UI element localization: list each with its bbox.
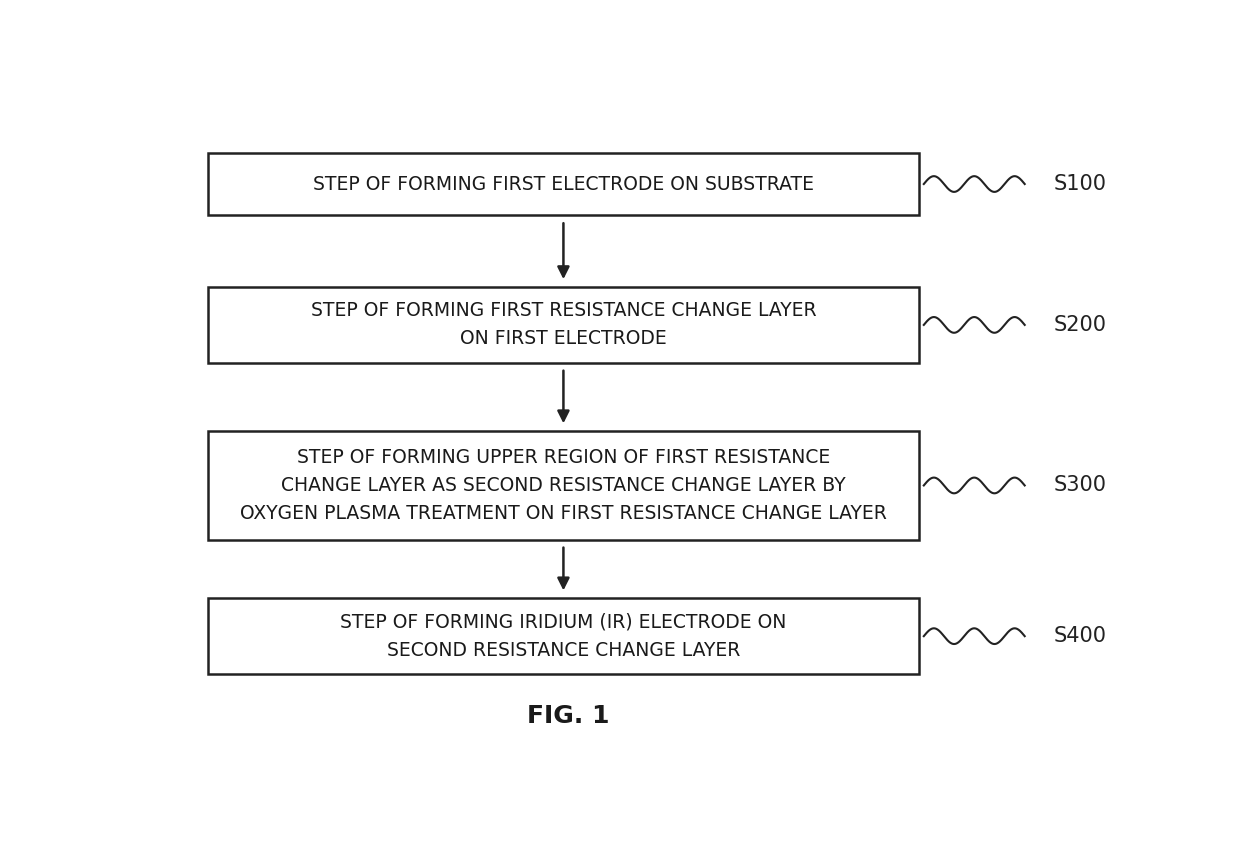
Bar [208, 598, 919, 674]
Bar [208, 288, 919, 363]
Text: FIG. 1: FIG. 1 [527, 704, 610, 728]
Text: STEP OF FORMING FIRST ELECTRODE ON SUBSTRATE: STEP OF FORMING FIRST ELECTRODE ON SUBST… [312, 174, 813, 193]
Text: S200: S200 [1054, 315, 1106, 335]
Bar [208, 153, 919, 215]
Text: STEP OF FORMING FIRST RESISTANCE CHANGE LAYER
ON FIRST ELECTRODE: STEP OF FORMING FIRST RESISTANCE CHANGE … [310, 301, 816, 348]
Text: STEP OF FORMING UPPER REGION OF FIRST RESISTANCE
CHANGE LAYER AS SECOND RESISTAN: STEP OF FORMING UPPER REGION OF FIRST RE… [241, 448, 887, 523]
Text: STEP OF FORMING IRIDIUM (IR) ELECTRODE ON
SECOND RESISTANCE CHANGE LAYER: STEP OF FORMING IRIDIUM (IR) ELECTRODE O… [340, 613, 786, 660]
Text: S300: S300 [1054, 476, 1106, 495]
Text: S100: S100 [1054, 174, 1106, 194]
Text: S400: S400 [1054, 626, 1106, 646]
Bar [208, 431, 919, 540]
